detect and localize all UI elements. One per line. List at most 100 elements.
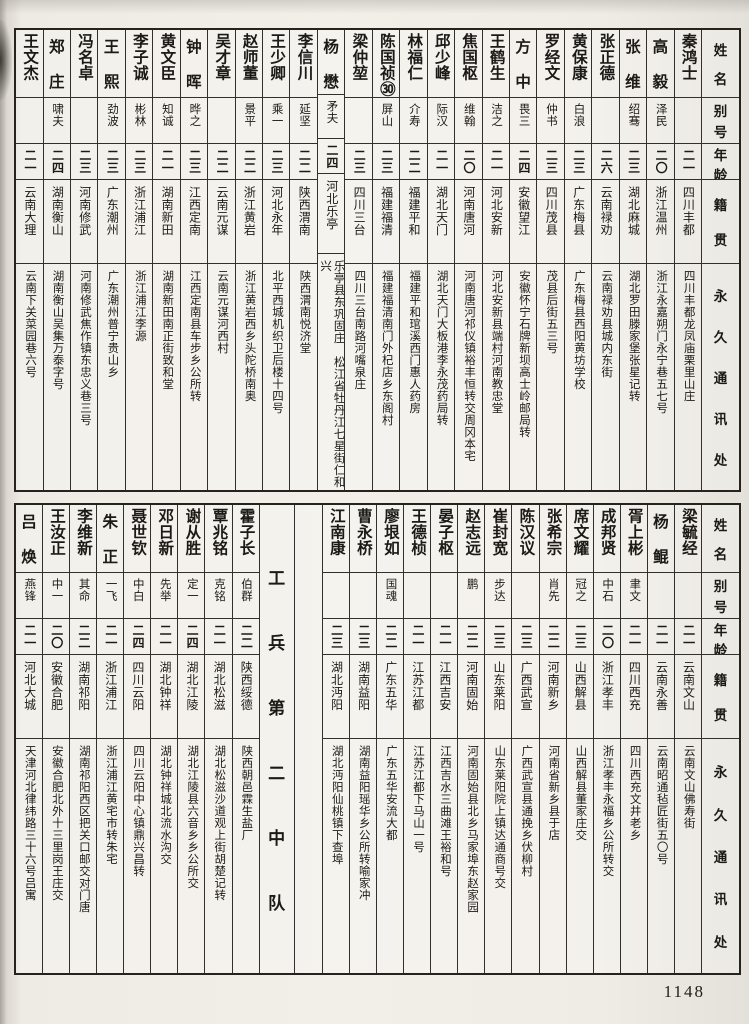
alias-cell xyxy=(349,573,377,619)
origin-cell: 湖北沔阳 xyxy=(322,655,349,739)
person-age: 二二 xyxy=(242,149,257,174)
person-origin: 湖南祁阳 xyxy=(76,661,91,711)
name-cell: 李维新 xyxy=(70,505,97,573)
person-address: 河北安新县端村河南教忠堂 xyxy=(490,270,503,414)
name-cell: 梁毓经 xyxy=(674,505,701,573)
name-cell: 秦鸿士 xyxy=(674,30,701,98)
person-name: 覃兆铭 xyxy=(210,508,228,556)
person-alias: 际汉 xyxy=(435,103,448,127)
alias-cell: 仲书 xyxy=(537,98,564,144)
person-alias: 先举 xyxy=(158,578,171,602)
alias-cell xyxy=(322,573,349,619)
name-cell: 黄文臣 xyxy=(153,30,180,98)
name-cell: 胥上彬 xyxy=(620,505,647,573)
roster-column: 崔封宽 步达 二三 山东莱阳 山东莱阳院上镇达通商号交 xyxy=(484,505,512,973)
person-name: 崔封宽 xyxy=(490,508,508,556)
origin-cell: 湖南益阳 xyxy=(349,655,377,739)
address-cell: 山西解县董家庄交 xyxy=(567,739,593,973)
person-name: 李子诚 xyxy=(130,33,148,81)
person-name: 梁仲堃 xyxy=(350,33,368,81)
address-cell: 河南固始县北乡马家埠东赵家园 xyxy=(458,739,484,973)
name-cell: 王文杰 xyxy=(16,30,43,98)
name-cell: 方中 xyxy=(509,30,537,98)
age-cell: 二四 xyxy=(317,139,345,174)
roster-column: 李子诚 彬林 二三 浙江浦江 浙江浦江李源 xyxy=(124,30,153,490)
person-age: 二六 xyxy=(599,149,614,174)
name-cell: 谢从胜 xyxy=(178,505,205,573)
person-alias: 啸夫 xyxy=(51,103,64,127)
person-address: 四川丰都龙凤庙栗里山庄 xyxy=(682,270,695,402)
roster-table-top: 姓名别号年龄籍贯永久通讯处秦鸿士 二一 四川丰都 四川丰都龙凤庙栗里山庄高毅泽民 二〇浙… xyxy=(14,28,741,492)
char-glyph: 名 xyxy=(713,72,728,87)
age-cell: 二三 xyxy=(322,619,349,655)
person-name: 张正德 xyxy=(597,33,615,81)
person-age: 二三 xyxy=(571,149,586,174)
age-cell: 二二 xyxy=(458,619,485,655)
person-origin: 湖南衡山 xyxy=(50,186,65,236)
char-glyph: 久 xyxy=(713,807,728,823)
person-origin: 湖北沔阳 xyxy=(329,661,344,711)
roster-column: 吕焕燕锋 二一 河北大城 天津河北律纬路三十六号吕寓 xyxy=(15,505,43,973)
address-cell: 云南禄劝县城内东街 xyxy=(592,264,618,490)
person-age: 二二 xyxy=(383,624,398,649)
person-address: 广东潮州普宁贵山乡 xyxy=(106,270,119,378)
person-age: 二一 xyxy=(23,149,37,174)
age-cell: 二一 xyxy=(205,619,232,655)
address-cell: 湖南衡山吴集万泰字号 xyxy=(44,264,70,490)
header-cell-2: 年龄 xyxy=(702,619,739,655)
person-name: 廖垠如 xyxy=(382,508,399,556)
age-cell: 二一 xyxy=(15,619,43,655)
address-cell: 浙江孝丰永福乡公所转交 xyxy=(594,739,620,973)
person-alias: 国魂 xyxy=(384,578,397,602)
char-glyph: 名 xyxy=(713,547,728,562)
roster-column: 钟晖晔之 二三 江西定南 江西定南县车步乡公所转 xyxy=(179,30,208,490)
roster-column: 张维绍骞 二三 湖北麻城 湖北罗田滕家堡张星记转 xyxy=(618,30,647,490)
person-address: 湖北天门大板港李永茂药局转 xyxy=(435,270,448,426)
person-age: 二一 xyxy=(489,149,504,174)
age-cell: 二三 xyxy=(125,144,153,180)
person-origin: 浙江温州 xyxy=(653,186,668,236)
person-age: 二四 xyxy=(324,143,339,169)
address-cell: 河南修武焦作镇东忠义巷三号 xyxy=(71,264,97,490)
person-address: 陕西渭南悦济堂 xyxy=(298,270,311,354)
header-cell-0: 姓名 xyxy=(702,30,739,98)
person-age: 二三 xyxy=(77,149,92,174)
person-origin: 河北乐亭 xyxy=(324,179,339,230)
char-glyph: 钟 xyxy=(186,39,202,56)
roster-column: 秦鸿士 二一 四川丰都 四川丰都龙凤庙栗里山庄 xyxy=(673,30,701,490)
person-alias: 屏山 xyxy=(380,103,393,127)
age-cell: 二〇 xyxy=(647,144,674,180)
alias-cell: 伯群 xyxy=(232,573,259,619)
unit-divider-label: 工兵第二中队 xyxy=(268,564,285,914)
address-cell: 天津河北律纬路三十六号吕寓 xyxy=(16,739,42,973)
origin-cell: 云南大理 xyxy=(16,180,43,264)
roster-column: 霍子长 伯群 二二 陕西绥德 陕西朝邑霖生盐厂 xyxy=(231,505,259,973)
alias-cell: 定一 xyxy=(178,573,205,619)
person-address: 浙江孝丰永福乡公所转交 xyxy=(601,745,614,877)
roster-column: 王文杰 二一 云南大理 云南下关菜园巷六号 xyxy=(16,30,43,490)
origin-cell: 广东五华 xyxy=(377,655,404,739)
person-age: 二三 xyxy=(269,149,284,174)
person-name: 朱正 xyxy=(102,505,118,572)
name-cell: 王汝正 xyxy=(43,505,70,573)
char-glyph: 高 xyxy=(652,39,669,56)
age-cell: 二三 xyxy=(345,144,372,180)
char-glyph: 王 xyxy=(103,39,120,56)
char-glyph: 方 xyxy=(515,39,531,56)
origin-cell: 山东莱阳 xyxy=(485,655,512,739)
person-origin: 河北安新 xyxy=(489,186,504,236)
alias-cell: 景平 xyxy=(235,98,262,144)
person-name: 邓日新 xyxy=(156,508,174,556)
age-cell: 二二 xyxy=(400,144,427,180)
roster-column: 邱少峰 际汉 二一 湖北天门 湖北天门大板港李永茂药局转 xyxy=(426,30,455,490)
char-glyph: 维 xyxy=(625,74,641,91)
age-cell: 二三 xyxy=(564,144,592,180)
alias-cell xyxy=(647,573,674,619)
char-glyph: 郑 xyxy=(48,39,65,56)
roster-column: 赵志远鹏二二 河南固始 河南固始县北乡马家埠东赵家园 xyxy=(457,505,485,973)
person-address: 河南修武焦作镇东忠义巷三号 xyxy=(78,270,91,426)
origin-cell: 浙江黄岩 xyxy=(235,180,262,264)
person-name: 罗经文 xyxy=(542,33,560,81)
origin-cell: 湖北钟祥 xyxy=(151,655,178,739)
char-glyph: 队 xyxy=(268,894,286,913)
